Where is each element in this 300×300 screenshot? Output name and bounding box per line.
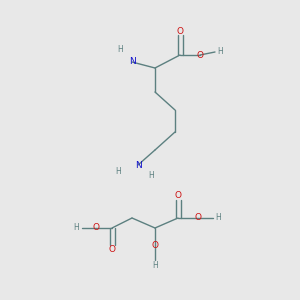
Text: O: O — [92, 224, 100, 232]
Text: N: N — [129, 58, 135, 67]
Text: H: H — [152, 260, 158, 269]
Text: N: N — [135, 160, 141, 169]
Text: H: H — [115, 167, 121, 176]
Text: H: H — [117, 44, 123, 53]
Text: O: O — [175, 190, 182, 200]
Text: O: O — [196, 50, 203, 59]
Text: O: O — [109, 245, 116, 254]
Text: O: O — [194, 214, 202, 223]
Text: O: O — [176, 26, 184, 35]
Text: H: H — [217, 46, 223, 56]
Text: H: H — [215, 214, 221, 223]
Text: O: O — [152, 241, 158, 250]
Text: H: H — [73, 224, 79, 232]
Text: H: H — [148, 170, 154, 179]
